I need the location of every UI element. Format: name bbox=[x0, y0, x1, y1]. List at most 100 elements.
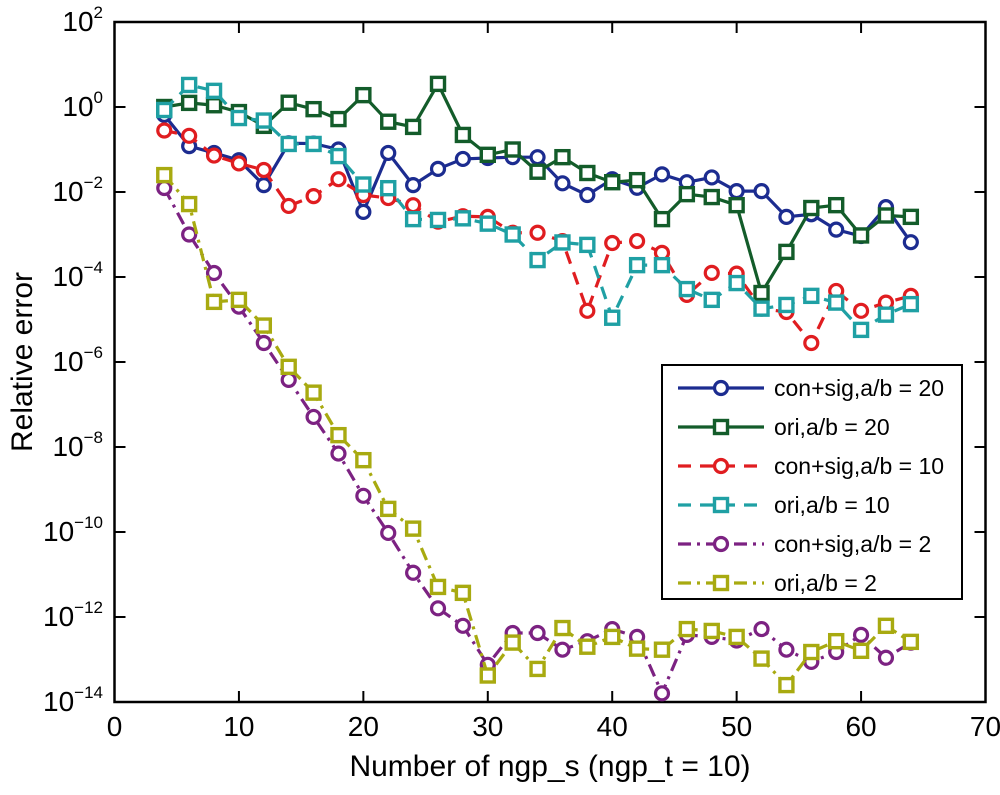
data-point-square bbox=[380, 113, 397, 130]
data-point-circle bbox=[529, 149, 546, 166]
x-tick-label: 50 bbox=[721, 711, 752, 742]
data-point-circle bbox=[703, 169, 720, 186]
data-point-square bbox=[728, 274, 745, 292]
data-point-square bbox=[852, 227, 870, 244]
data-point-square bbox=[703, 622, 720, 640]
data-point-circle bbox=[355, 203, 372, 221]
data-point-square bbox=[712, 418, 730, 436]
data-point-circle bbox=[255, 161, 272, 179]
data-point-square bbox=[554, 619, 571, 637]
data-point-square bbox=[330, 147, 347, 165]
legend-entry-label: con+sig,a/b = 10 bbox=[774, 453, 944, 479]
data-point-square bbox=[712, 496, 730, 514]
data-point-square bbox=[877, 617, 895, 635]
legend-entry: ori,a/b = 2 bbox=[678, 570, 877, 596]
data-point-square bbox=[180, 94, 198, 112]
data-point-square bbox=[778, 243, 795, 261]
data-point-square bbox=[902, 633, 920, 651]
x-tick-label: 40 bbox=[597, 711, 628, 742]
legend-entry: ori,a/b = 10 bbox=[678, 492, 890, 518]
data-point-circle bbox=[405, 564, 422, 581]
data-point-circle bbox=[181, 127, 198, 144]
data-point-square bbox=[628, 640, 646, 657]
data-point-circle bbox=[728, 182, 745, 200]
y-tick-labels: 102 100 10−2 10−4 10−6 10−8 10−10 10−12 10−14 bbox=[43, 3, 103, 717]
data-point-square bbox=[454, 126, 472, 144]
y-tick-label: 10−8 bbox=[52, 428, 103, 462]
series-ori-a-b-2 bbox=[156, 166, 920, 694]
data-point-square bbox=[429, 75, 447, 93]
data-point-square bbox=[728, 196, 745, 214]
data-point-square bbox=[404, 210, 422, 228]
y-axis-title: Relative error bbox=[6, 272, 39, 452]
data-point-square bbox=[180, 76, 198, 94]
x-tick-label: 20 bbox=[348, 711, 379, 742]
x-axis-title: Number of ngp_s (ngp_t = 10) bbox=[349, 750, 750, 783]
data-point-square bbox=[205, 97, 223, 114]
data-point-square bbox=[628, 256, 646, 274]
data-point-square bbox=[479, 667, 496, 684]
data-point-square bbox=[803, 199, 820, 217]
legend-entry-label: ori,a/b = 2 bbox=[774, 570, 877, 596]
data-point-square bbox=[355, 176, 372, 193]
data-point-circle bbox=[355, 487, 372, 504]
data-point-square bbox=[852, 321, 870, 339]
data-point-circle bbox=[429, 160, 447, 177]
data-point-square bbox=[902, 208, 920, 226]
data-point-circle bbox=[330, 445, 347, 462]
data-point-square bbox=[877, 207, 895, 224]
data-point-square bbox=[330, 110, 347, 128]
legend-box bbox=[661, 364, 963, 600]
data-point-circle bbox=[280, 197, 297, 215]
data-point-square bbox=[305, 135, 322, 153]
data-point-circle bbox=[330, 171, 347, 188]
data-point-square bbox=[827, 294, 845, 311]
data-point-square bbox=[753, 650, 770, 667]
legend-entry: con+sig,a/b = 10 bbox=[678, 453, 944, 479]
x-tick-label: 60 bbox=[845, 711, 876, 742]
data-point-square bbox=[579, 236, 596, 254]
data-point-square bbox=[728, 628, 745, 646]
data-point-square bbox=[902, 295, 920, 313]
data-point-square bbox=[703, 188, 720, 206]
data-point-square bbox=[205, 82, 223, 100]
data-point-square bbox=[803, 287, 820, 305]
y-tick-label: 10−2 bbox=[52, 173, 103, 207]
data-point-circle bbox=[454, 150, 471, 168]
data-point-circle bbox=[628, 232, 646, 250]
data-point-circle bbox=[712, 379, 730, 397]
data-point-circle bbox=[181, 226, 198, 243]
data-point-circle bbox=[877, 649, 895, 666]
data-point-circle bbox=[753, 620, 770, 638]
data-point-square bbox=[604, 628, 621, 646]
legend-entry: con+sig,a/b = 2 bbox=[678, 531, 931, 557]
data-point-circle bbox=[230, 155, 248, 172]
data-point-circle bbox=[579, 186, 596, 204]
data-point-square bbox=[778, 296, 795, 314]
data-point-circle bbox=[205, 147, 223, 164]
data-point-circle bbox=[778, 641, 795, 658]
data-point-square bbox=[703, 291, 720, 309]
data-point-square bbox=[712, 574, 730, 592]
data-point-square bbox=[280, 358, 297, 376]
legend-entry-label: ori,a/b = 10 bbox=[774, 492, 890, 518]
series-con-sig-a-b-10 bbox=[156, 122, 919, 352]
data-point-square bbox=[753, 300, 770, 317]
data-point-circle bbox=[604, 234, 621, 252]
data-point-circle bbox=[852, 626, 870, 643]
y-tick-label: 10−10 bbox=[43, 513, 103, 547]
data-point-square bbox=[604, 174, 621, 191]
x-tick-label: 10 bbox=[223, 711, 254, 742]
data-point-square bbox=[479, 146, 496, 164]
y-tick-label: 10−4 bbox=[52, 258, 103, 292]
y-tick-label: 100 bbox=[62, 88, 103, 122]
data-point-circle bbox=[852, 302, 870, 319]
data-point-square bbox=[205, 293, 223, 311]
data-point-square bbox=[255, 112, 273, 129]
legend-entry: ori,a/b = 20 bbox=[678, 414, 890, 440]
data-point-square bbox=[454, 584, 472, 602]
data-point-square bbox=[653, 641, 671, 658]
data-point-square bbox=[604, 309, 621, 326]
